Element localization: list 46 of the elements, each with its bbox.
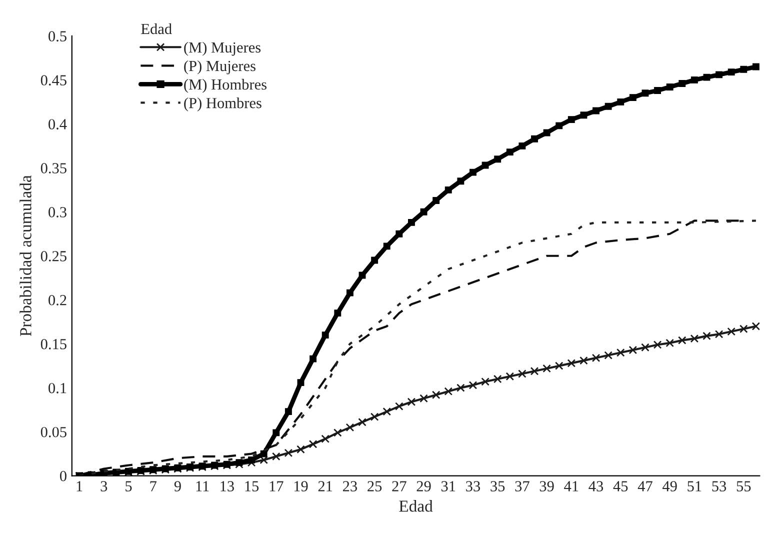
x-tick-label: 5 [126, 481, 132, 492]
y-tick-label: 0 [60, 470, 66, 482]
x-tick-label: 25 [368, 481, 382, 492]
x-tick-label: 35 [490, 481, 505, 492]
x-tick-label: 45 [613, 481, 628, 492]
x-tick-label: 3 [100, 481, 108, 492]
x-tick-label: 47 [638, 481, 652, 492]
x-tick-label: 51 [688, 481, 702, 492]
y-axis-title: Probabilidad acumulada [20, 175, 32, 336]
x-tick-label: 17 [270, 481, 284, 492]
y-tick-label: 0.25 [40, 251, 66, 262]
y-tick-label: 0.1 [48, 382, 66, 394]
x-tick-label: 39 [540, 481, 554, 492]
y-tick-label: 0.4 [48, 119, 67, 130]
legend-label: (M) Hombres [184, 78, 266, 93]
x-tick-label: 21 [318, 481, 332, 492]
y-tick-label: 0.05 [40, 426, 66, 438]
y-tick-label: 0.5 [48, 31, 66, 42]
x-tick-label: 11 [196, 481, 209, 492]
x-tick-label: 33 [466, 481, 480, 492]
x-tick-label: 19 [294, 481, 308, 492]
x-axis-title: Edad [399, 500, 433, 512]
x-tick-label: 55 [736, 481, 751, 492]
legend-label: (P) Mujeres [184, 60, 256, 74]
legend-label: (P) Hombres [184, 97, 262, 112]
x-tick-label: 27 [392, 481, 406, 492]
x-tick-label: 7 [150, 481, 156, 492]
x-tick-label: 43 [588, 481, 604, 492]
x-tick-label: 41 [564, 481, 578, 492]
x-tick-label: 53 [712, 481, 726, 492]
legend-title: Edad [141, 23, 172, 34]
x-tick-label: 13 [220, 481, 234, 492]
y-tick-label: 0.35 [40, 163, 66, 174]
y-tick-label: 0.3 [48, 207, 66, 218]
y-tick-label: 0.15 [40, 338, 66, 350]
x-tick-label: 49 [662, 481, 677, 492]
x-tick-label: 1 [76, 481, 82, 492]
y-tick-label: 0.2 [48, 295, 66, 306]
x-tick-label: 37 [515, 481, 530, 492]
y-tick-label: 0.45 [40, 75, 66, 86]
x-tick-label: 23 [342, 481, 357, 492]
x-tick-label: 31 [441, 481, 456, 492]
x-tick-label: 15 [245, 481, 259, 492]
x-tick-label: 29 [416, 481, 431, 492]
x-tick-label: 9 [174, 481, 181, 492]
legend-label: (M) Mujeres [184, 42, 261, 56]
